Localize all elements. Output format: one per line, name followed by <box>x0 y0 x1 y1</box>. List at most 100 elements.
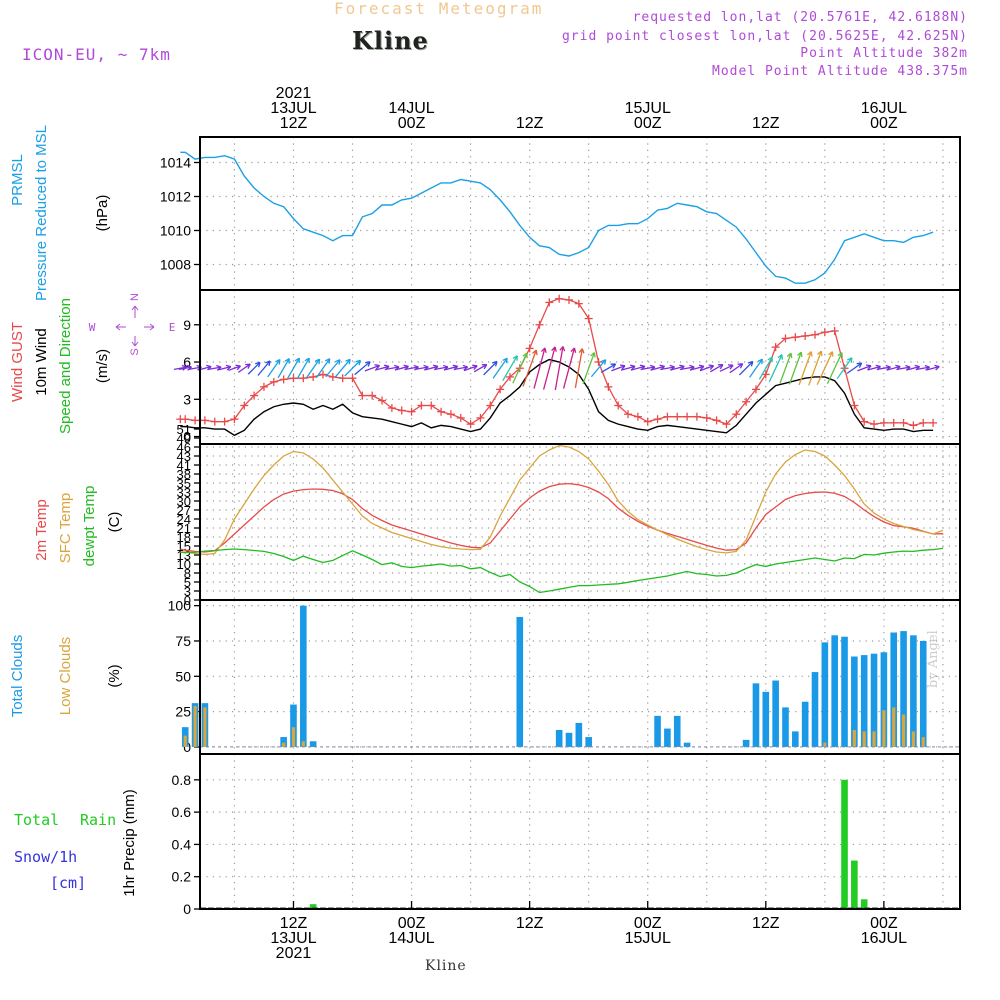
wind-arrow-head <box>578 348 583 353</box>
bottom-time-label: 2021 <box>276 945 312 962</box>
wind-arrow-head <box>790 353 793 359</box>
wind-arrow <box>738 361 754 376</box>
wind-arrow <box>857 365 872 372</box>
wind-arrow-head <box>562 346 566 352</box>
wind-arrow-head <box>335 359 341 363</box>
wind-arrow-head <box>699 365 705 371</box>
wind-arrow <box>582 352 595 385</box>
cloud-low-bar <box>291 727 296 747</box>
point-altitude: Point Altitude 382m <box>800 46 968 61</box>
bottom-time-label: 00Z <box>634 915 662 932</box>
wind-arrow-head <box>800 352 803 358</box>
temp2m-line <box>180 482 943 553</box>
y-tick-label: 10 <box>177 557 191 572</box>
wind-arrow <box>325 359 341 378</box>
wind-arrow-head <box>810 351 813 357</box>
bottom-time-label: 00Z <box>870 915 898 932</box>
axis-label-speed-direction: Speed and Direction <box>57 298 74 434</box>
wind-arrow-head <box>885 364 891 368</box>
y-tick-label: 5 <box>184 575 191 590</box>
location-title: Kline <box>352 26 429 55</box>
wind-arrow <box>394 365 409 371</box>
y-tick-label: 6 <box>183 354 191 370</box>
wind-arrow-head <box>679 364 685 367</box>
wind-arrow <box>877 366 891 371</box>
top-time-label: 16JUL <box>861 100 907 117</box>
wind-arrow-head <box>403 364 409 368</box>
compass-w: W <box>89 321 96 334</box>
y-tick-label: 1012 <box>160 189 191 205</box>
requested-coords: requested lon,lat (20.5761E, 42.6188N) <box>632 10 968 25</box>
cloud-low-bar <box>862 731 866 747</box>
cloud-total-bar <box>555 729 563 747</box>
wind-arrow <box>907 365 920 371</box>
cloud-total-bar <box>565 732 573 747</box>
wind-arrow-head <box>551 346 556 351</box>
wind-arrow-head <box>462 364 468 368</box>
cloud-low-bar <box>911 731 915 747</box>
cloud-total-bar <box>673 715 681 747</box>
wind-arrow-head <box>413 364 419 368</box>
wind-arrow-head <box>236 365 241 371</box>
rain-bar <box>860 899 868 909</box>
wind-arrow-head <box>494 361 498 367</box>
y-tick-label: 50 <box>175 668 191 684</box>
wind-arrow-head <box>544 347 547 353</box>
wind-arrow <box>414 366 429 371</box>
wind-arrow-head <box>265 360 271 364</box>
cloud-total-bar <box>870 653 878 747</box>
wind-arrow-head <box>358 360 361 366</box>
wind-arrow-head <box>294 357 300 362</box>
cloud-total-bar <box>801 701 809 747</box>
cloud-total-bar <box>654 715 661 747</box>
wind-arrow <box>502 355 518 382</box>
wind-arrow-head <box>559 346 564 351</box>
y-tick-label: 0 <box>183 901 191 917</box>
wind-arrow-head <box>604 359 607 365</box>
wind-arrow <box>247 361 261 375</box>
wind-arrow <box>826 352 843 385</box>
cloud-low-bar <box>301 741 305 747</box>
y-tick-label: 46 <box>177 440 191 455</box>
y-tick-label: 0 <box>183 429 191 445</box>
compass-arrow-e <box>149 326 155 331</box>
cloud-total-bar <box>841 636 848 747</box>
cloud-total-bar <box>752 683 760 747</box>
wind-arrow <box>788 351 802 385</box>
y-tick-label: 0.4 <box>172 836 192 852</box>
wind-arrow-head <box>314 358 320 362</box>
y-tick-label: 0.8 <box>172 772 192 788</box>
wind-arrow-head <box>491 360 498 364</box>
wind-arrow <box>237 363 251 373</box>
wind-arrow <box>542 346 556 390</box>
compass-e: E <box>169 321 176 334</box>
wind-arrow <box>463 365 478 372</box>
y-tick-label: 49 <box>177 431 191 446</box>
legend-snow: Snow/1h <box>14 848 77 866</box>
wind-arrow-head <box>915 366 921 371</box>
wind-arrow-head <box>338 359 341 365</box>
wind-arrow-head <box>505 358 508 364</box>
wind-arrow <box>228 365 241 372</box>
wind-arrow <box>574 348 583 388</box>
compass-s: S <box>129 348 141 355</box>
wind-arrow-head <box>786 352 792 357</box>
axis-label-wind10: 10m Wind <box>33 328 50 396</box>
wind-arrow <box>846 362 863 374</box>
top-time-label: 00Z <box>634 115 662 132</box>
wind-arrow <box>611 365 626 372</box>
bottom-time-label: 12Z <box>280 915 308 932</box>
wind-arrow-head <box>925 366 930 371</box>
wind-arrow-head <box>828 351 833 356</box>
wind-arrow <box>808 350 822 386</box>
cloud-low-bar <box>892 707 896 747</box>
wind-arrow-head <box>593 352 596 358</box>
wind-arrow-head <box>581 348 585 354</box>
y-tick-label: 100 <box>168 598 192 614</box>
top-time-label: 2021 <box>276 85 312 102</box>
wind-arrow <box>218 365 231 371</box>
wind-arrow-head <box>719 364 724 370</box>
top-time-label: 15JUL <box>625 100 671 117</box>
legend-rain: Rain <box>80 811 116 829</box>
y-tick-label: 1008 <box>160 257 191 273</box>
